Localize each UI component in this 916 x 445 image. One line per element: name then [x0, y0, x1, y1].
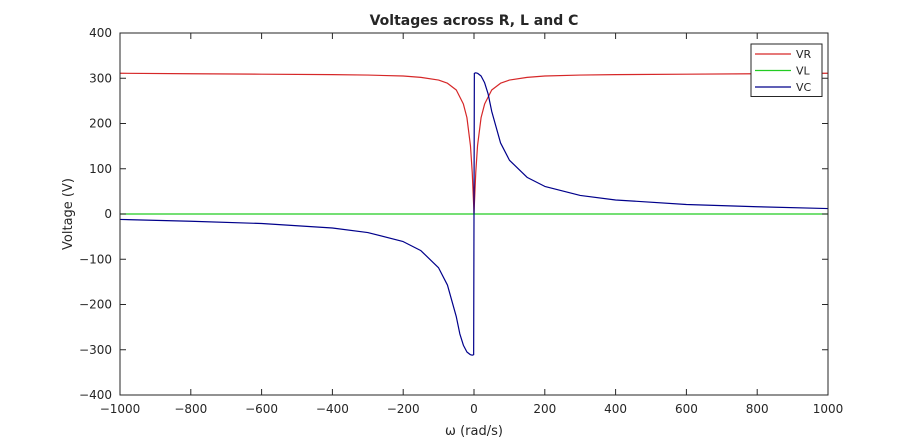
y-axis-label: Voltage (V) [61, 178, 76, 250]
x-tick-label: 800 [746, 402, 769, 416]
y-tick-label: 400 [89, 26, 112, 40]
y-tick-label: −300 [79, 343, 112, 357]
x-tick-label: −1000 [100, 402, 141, 416]
x-tick-label: −600 [245, 402, 278, 416]
y-tick-label: 0 [104, 207, 112, 221]
ticks: −1000 −800 −600 −400 −200 0 200 400 600 800 1000−4… [79, 26, 843, 416]
legend: VR VL VC [750, 43, 823, 97]
legend-label-vl: VL [796, 65, 811, 78]
y-tick-label: 100 [89, 162, 112, 176]
x-tick-label: 200 [533, 402, 556, 416]
x-tick-label: −400 [316, 402, 349, 416]
x-tick-label: −800 [174, 402, 207, 416]
legend-label-vc: VC [796, 81, 812, 94]
x-tick-label: −200 [387, 402, 420, 416]
x-tick-label: 400 [604, 402, 627, 416]
x-axis-label: ω (rad/s) [445, 424, 503, 439]
axes-box [119, 32, 829, 396]
x-tick-label: 600 [675, 402, 698, 416]
x-tick-label: 1000 [813, 402, 844, 416]
x-tick-label: 0 [470, 402, 478, 416]
chart-title: Voltages across R, L and C [370, 13, 579, 29]
series-layer [119, 72, 829, 356]
series-line-vc [119, 72, 829, 356]
y-tick-label: −200 [79, 298, 112, 312]
y-tick-label: 300 [89, 71, 112, 85]
y-tick-label: −400 [79, 388, 112, 402]
y-tick-label: −100 [79, 252, 112, 266]
legend-label-vr: VR [796, 48, 812, 61]
y-tick-label: 200 [89, 117, 112, 131]
